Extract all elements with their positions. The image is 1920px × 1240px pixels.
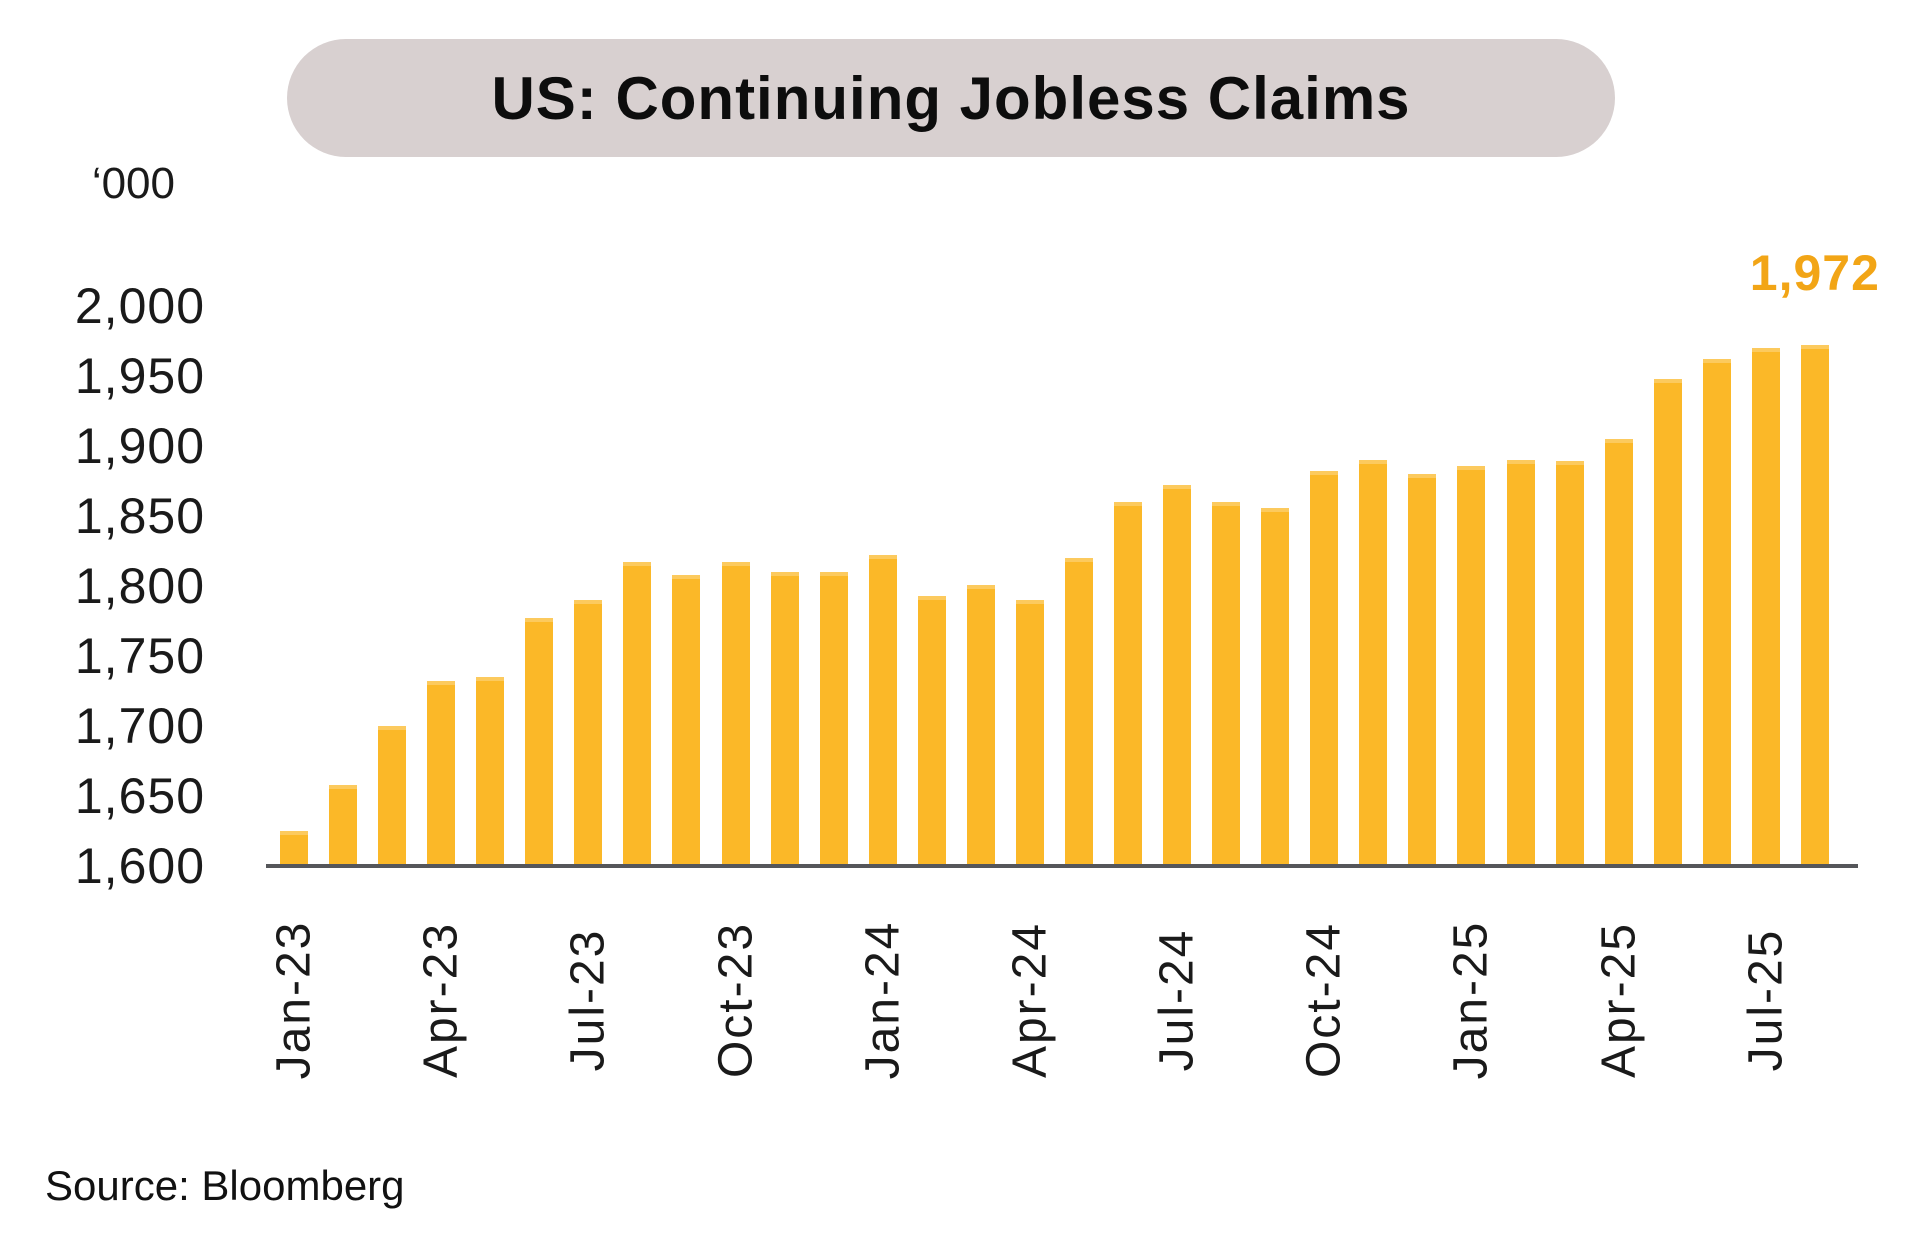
- bar-Jun-23: [525, 618, 554, 866]
- x-tick-Jan-23: Jan-23: [267, 920, 321, 1080]
- bar-May-23: [476, 677, 505, 866]
- x-tick-Jan-25: Jan-25: [1444, 920, 1498, 1080]
- x-tick-Jul-24: Jul-24: [1150, 928, 1204, 1072]
- bar-Nov-23: [770, 572, 799, 866]
- bar-Mar-24: [966, 584, 995, 866]
- bar-Mar-25: [1555, 461, 1584, 866]
- bar-Apr-24: [1015, 600, 1044, 866]
- bar-Jan-25: [1457, 465, 1486, 866]
- y-tick-1650: 1,650: [74, 768, 205, 824]
- bar-Aug-23: [623, 562, 652, 866]
- bar-Mar-23: [378, 726, 407, 866]
- bar-Feb-25: [1506, 460, 1535, 866]
- bar-Jul-24: [1163, 485, 1192, 866]
- x-tick-Oct-24: Oct-24: [1297, 921, 1351, 1079]
- bar-Aug-24: [1212, 502, 1241, 866]
- x-tick-Apr-25: Apr-25: [1592, 921, 1646, 1079]
- bar-Apr-23: [427, 681, 456, 866]
- bar-Feb-24: [917, 595, 946, 866]
- x-axis-line: [266, 864, 1858, 868]
- last-bar-value-label: 1,972: [1749, 245, 1880, 302]
- x-tick-Jul-23: Jul-23: [561, 928, 615, 1072]
- chart-title: US: Continuing Jobless Claims: [491, 64, 1411, 132]
- y-tick-1950: 1,950: [74, 348, 205, 404]
- bar-Jan-23: [280, 831, 308, 866]
- y-axis-unit-label: ‘000: [91, 159, 175, 208]
- bar-Jul-25: [1751, 348, 1780, 866]
- bar-Sep-23: [672, 574, 701, 866]
- bar-Oct-24: [1310, 471, 1339, 866]
- bar-Nov-24: [1359, 460, 1388, 866]
- bar-Jun-24: [1114, 502, 1143, 866]
- bar-Dec-23: [819, 572, 848, 866]
- y-tick-1850: 1,850: [74, 488, 205, 544]
- x-tick-Jul-25: Jul-25: [1739, 928, 1793, 1072]
- y-tick-1900: 1,900: [74, 418, 205, 474]
- bar-Sep-24: [1261, 507, 1290, 866]
- bar-Jan-24: [868, 555, 897, 866]
- chart-title-pill: US: Continuing Jobless Claims: [287, 39, 1615, 157]
- bar-May-25: [1653, 378, 1682, 866]
- y-tick-1600: 1,600: [74, 838, 205, 894]
- x-tick-Jan-24: Jan-24: [856, 920, 910, 1080]
- x-tick-Apr-23: Apr-23: [414, 921, 468, 1079]
- bar-Oct-23: [721, 562, 750, 866]
- y-tick-1750: 1,750: [74, 628, 205, 684]
- y-tick-1700: 1,700: [74, 698, 205, 754]
- bar-Feb-23: [329, 784, 358, 866]
- y-tick-2000: 2,000: [74, 278, 205, 334]
- x-tick-Apr-24: Apr-24: [1003, 921, 1057, 1079]
- bar-Aug-25: [1800, 345, 1829, 866]
- bar-May-24: [1064, 558, 1093, 866]
- y-tick-1800: 1,800: [74, 558, 205, 614]
- bar-Apr-25: [1604, 439, 1633, 866]
- bar-Dec-24: [1408, 474, 1437, 866]
- x-tick-Oct-23: Oct-23: [709, 921, 763, 1079]
- bar-Jun-25: [1702, 359, 1731, 866]
- source-note: Source: Bloomberg: [45, 1162, 405, 1209]
- bar-Jul-23: [574, 600, 603, 866]
